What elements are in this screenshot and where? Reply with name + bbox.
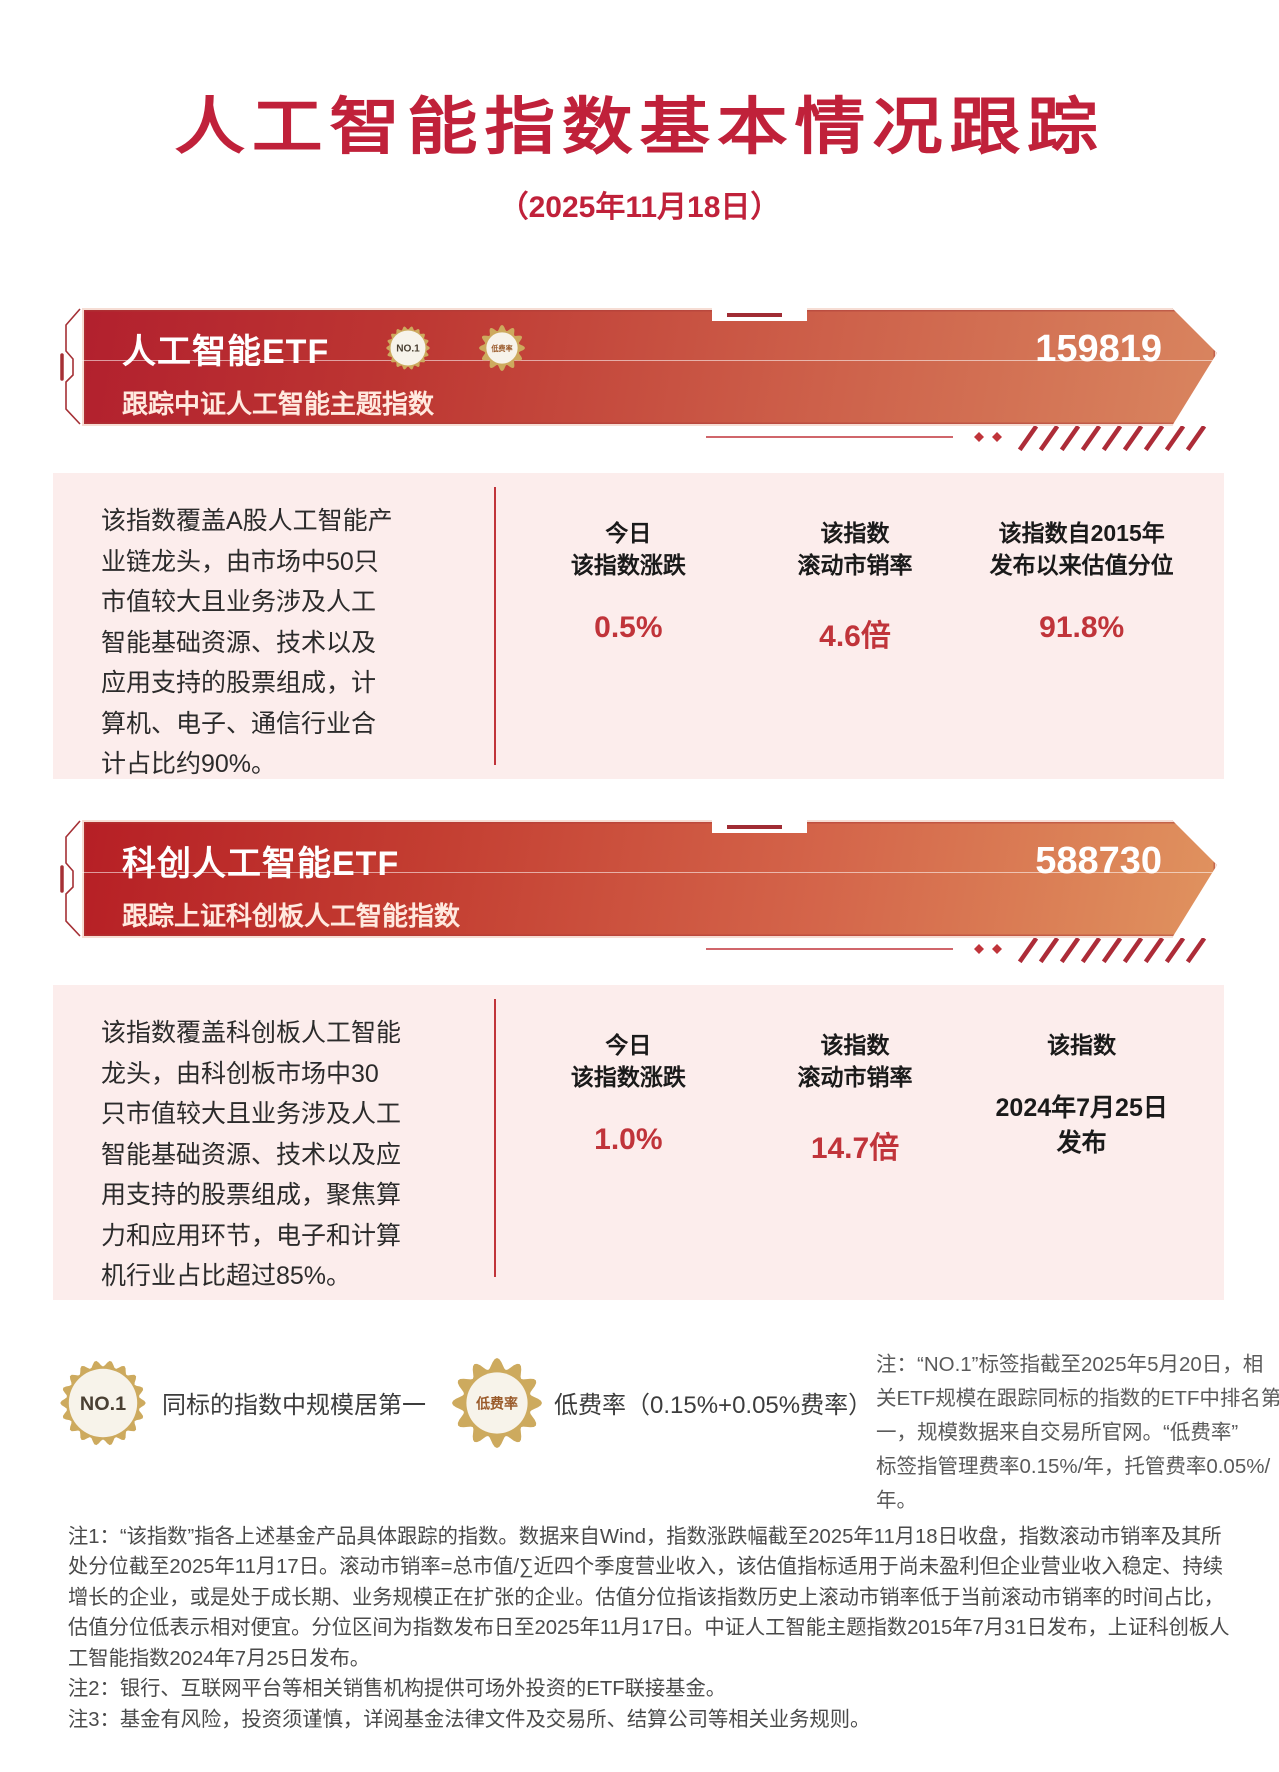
- svg-text:低费率: 低费率: [475, 1395, 518, 1411]
- svg-text:低费率: 低费率: [491, 344, 513, 353]
- svg-text:NO.1: NO.1: [80, 1393, 126, 1415]
- svg-text:NO.1: NO.1: [396, 344, 420, 355]
